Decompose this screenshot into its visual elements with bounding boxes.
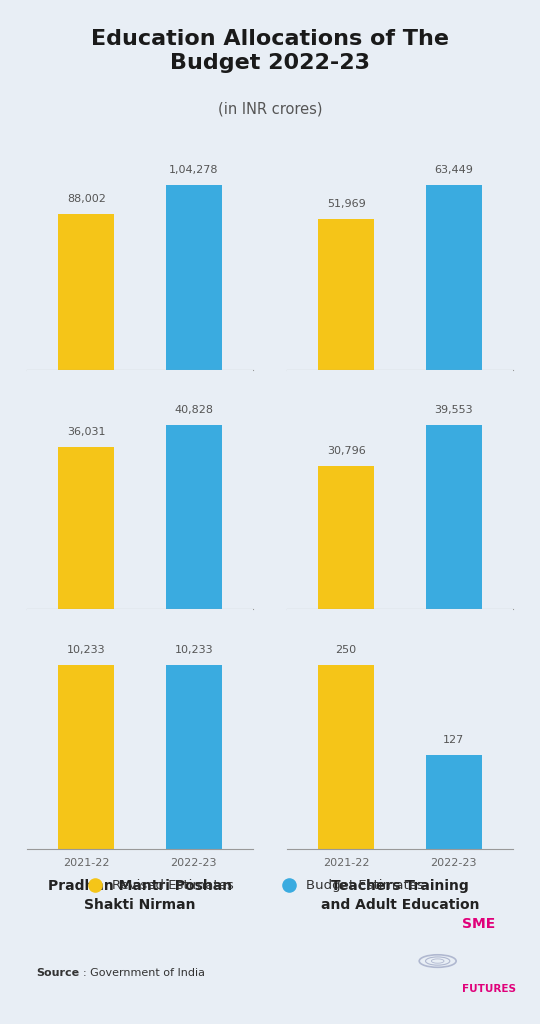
- Bar: [426, 425, 482, 609]
- Bar: [166, 425, 222, 609]
- Text: FUTURES: FUTURES: [462, 984, 516, 994]
- Text: 30,796: 30,796: [327, 445, 366, 456]
- Text: 10,233: 10,233: [174, 644, 213, 654]
- Bar: [58, 665, 114, 849]
- X-axis label: National Education
Mission: National Education Mission: [326, 640, 474, 672]
- Text: 36,031: 36,031: [67, 427, 105, 436]
- X-axis label: Department of
Higher Education: Department of Higher Education: [72, 640, 207, 672]
- Text: Budget Estimates: Budget Estimates: [307, 879, 424, 892]
- Text: 63,449: 63,449: [434, 165, 473, 175]
- Bar: [166, 185, 222, 370]
- Text: 10,233: 10,233: [67, 644, 105, 654]
- Text: (in INR crores): (in INR crores): [218, 101, 322, 117]
- Text: Revised Estimates: Revised Estimates: [112, 879, 234, 892]
- Text: : Government of India: : Government of India: [83, 968, 205, 978]
- Text: 1,04,278: 1,04,278: [169, 165, 219, 175]
- Text: Education Allocations of The
Budget 2022-23: Education Allocations of The Budget 2022…: [91, 29, 449, 73]
- X-axis label: Total Budget
Expenditure: Total Budget Expenditure: [90, 400, 190, 432]
- Bar: [58, 214, 114, 370]
- Bar: [58, 446, 114, 609]
- Text: 127: 127: [443, 735, 464, 745]
- X-axis label: Pradhan Mantri Poshan
Shakti Nirman: Pradhan Mantri Poshan Shakti Nirman: [48, 880, 232, 911]
- Text: 39,553: 39,553: [435, 404, 473, 415]
- Bar: [426, 185, 482, 370]
- Bar: [318, 466, 374, 609]
- Bar: [318, 219, 374, 370]
- Text: Source: Source: [37, 968, 80, 978]
- Bar: [426, 756, 482, 849]
- Text: 40,828: 40,828: [174, 404, 213, 415]
- Bar: [166, 665, 222, 849]
- Text: 250: 250: [335, 644, 357, 654]
- Text: SME: SME: [462, 918, 495, 932]
- X-axis label: Department of School
Education and Literacy: Department of School Education and Liter…: [310, 400, 490, 432]
- Text: 51,969: 51,969: [327, 199, 366, 209]
- Bar: [318, 665, 374, 849]
- Text: 88,002: 88,002: [67, 195, 106, 204]
- X-axis label: Teachers Training
and Adult Education: Teachers Training and Adult Education: [321, 880, 479, 911]
